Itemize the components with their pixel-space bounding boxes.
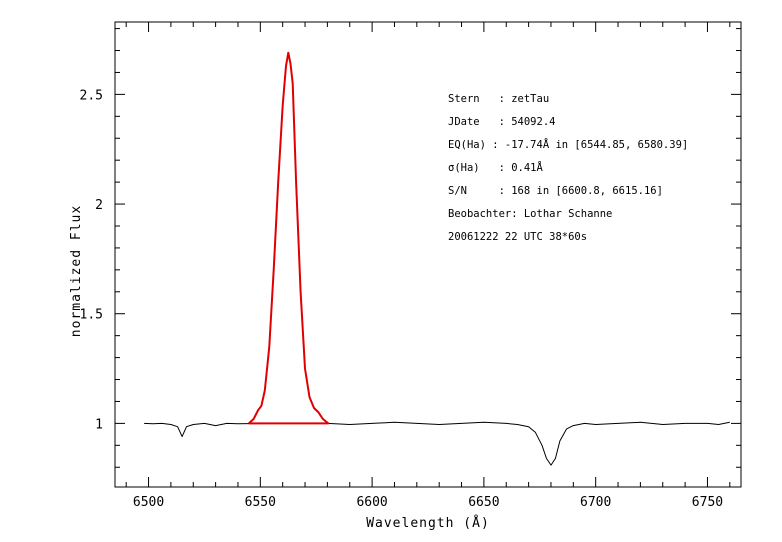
y-axis-label: normalized Flux <box>69 205 84 337</box>
series-layer <box>144 51 730 466</box>
x-axis-label: Wavelength (Å) <box>366 515 490 531</box>
x-tick-label: 6650 <box>468 495 499 510</box>
x-tick-label: 6500 <box>133 495 164 510</box>
x-tick-label: 6700 <box>580 495 611 510</box>
y-tick-label: 2.5 <box>80 88 103 103</box>
annotation-line: σ(Ha) : 0.41Å <box>448 161 544 174</box>
x-tick-label: 6550 <box>245 495 276 510</box>
x-tick-label: 6750 <box>692 495 723 510</box>
x-tick-labels: 6500 6550 6600 6650 6700 6750 <box>133 495 723 510</box>
halpha-profile-line <box>248 51 330 425</box>
spectrum-line <box>144 421 730 466</box>
y-tick-label: 2 <box>95 198 103 213</box>
annotation-line: Beobachter: Lothar Schanne <box>448 208 612 220</box>
plot-frame <box>114 21 742 488</box>
annotation-line: EQ(Ha) : -17.74Å in [6544.85, 6580.39] <box>448 138 688 151</box>
y-tick-labels: 1 1.5 2 2.5 <box>80 88 103 432</box>
annotation-block: Stern : zetTau JDate : 54092.4 EQ(Ha) : -1… <box>448 93 688 243</box>
annotation-line: 20061222 22 UTC 38*60s <box>448 231 587 243</box>
annotation-line: JDate : 54092.4 <box>448 116 555 128</box>
axis-ticks <box>115 22 741 487</box>
annotation-line: S/N : 168 in [6600.8, 6615.16] <box>448 185 663 197</box>
annotation-line: Stern : zetTau <box>448 93 549 105</box>
x-tick-label: 6600 <box>356 495 387 510</box>
y-tick-label: 1.5 <box>80 308 103 323</box>
y-tick-label: 1 <box>95 417 103 432</box>
